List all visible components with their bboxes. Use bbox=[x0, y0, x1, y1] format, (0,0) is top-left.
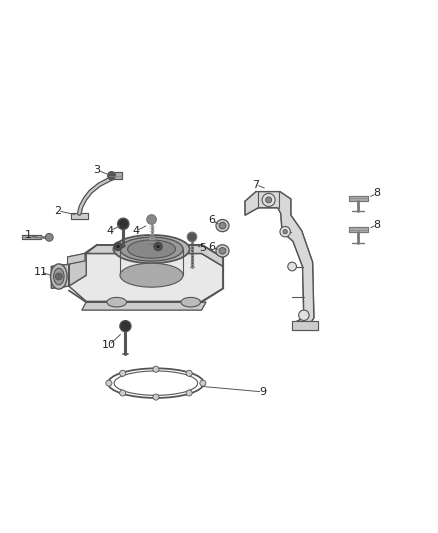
Circle shape bbox=[153, 394, 159, 400]
Polygon shape bbox=[67, 254, 85, 264]
Circle shape bbox=[187, 232, 197, 241]
Circle shape bbox=[108, 172, 116, 180]
Circle shape bbox=[147, 215, 156, 224]
Polygon shape bbox=[292, 321, 318, 329]
Ellipse shape bbox=[113, 235, 190, 263]
Text: 4: 4 bbox=[106, 226, 114, 236]
Circle shape bbox=[200, 380, 206, 386]
Text: 8: 8 bbox=[373, 188, 380, 198]
Ellipse shape bbox=[50, 264, 67, 289]
Polygon shape bbox=[69, 254, 223, 301]
Polygon shape bbox=[245, 192, 314, 329]
Polygon shape bbox=[69, 254, 86, 286]
Circle shape bbox=[114, 242, 122, 251]
Text: 7: 7 bbox=[252, 180, 260, 190]
Circle shape bbox=[299, 310, 309, 320]
Polygon shape bbox=[349, 227, 368, 232]
Polygon shape bbox=[22, 235, 41, 239]
Ellipse shape bbox=[216, 245, 229, 257]
Circle shape bbox=[262, 193, 275, 206]
Circle shape bbox=[120, 390, 126, 396]
Circle shape bbox=[117, 218, 129, 230]
Text: 6: 6 bbox=[208, 243, 215, 252]
Text: 11: 11 bbox=[34, 266, 48, 277]
Ellipse shape bbox=[219, 247, 226, 254]
Polygon shape bbox=[86, 245, 223, 266]
Circle shape bbox=[156, 244, 160, 249]
Circle shape bbox=[280, 227, 290, 237]
Ellipse shape bbox=[120, 237, 183, 261]
Circle shape bbox=[106, 380, 112, 386]
Text: 2: 2 bbox=[54, 206, 61, 216]
Circle shape bbox=[120, 320, 131, 332]
Text: 6: 6 bbox=[208, 215, 215, 225]
Ellipse shape bbox=[107, 297, 127, 307]
Polygon shape bbox=[110, 173, 122, 179]
Text: 9: 9 bbox=[259, 387, 266, 397]
Polygon shape bbox=[51, 264, 69, 288]
Polygon shape bbox=[82, 302, 206, 310]
Text: 8: 8 bbox=[373, 220, 380, 230]
Polygon shape bbox=[71, 213, 88, 220]
Circle shape bbox=[265, 197, 272, 203]
Circle shape bbox=[46, 233, 53, 241]
Text: 5: 5 bbox=[199, 243, 206, 253]
Text: 3: 3 bbox=[94, 165, 101, 175]
Text: 1: 1 bbox=[25, 230, 32, 240]
Ellipse shape bbox=[120, 263, 183, 287]
Polygon shape bbox=[349, 196, 368, 201]
Circle shape bbox=[288, 262, 297, 271]
Circle shape bbox=[55, 273, 62, 280]
Text: 10: 10 bbox=[102, 340, 117, 350]
Ellipse shape bbox=[53, 268, 64, 285]
Circle shape bbox=[153, 366, 159, 372]
Circle shape bbox=[120, 370, 126, 376]
Ellipse shape bbox=[219, 222, 226, 229]
Circle shape bbox=[154, 242, 162, 251]
Ellipse shape bbox=[216, 220, 229, 232]
Circle shape bbox=[283, 230, 287, 234]
Ellipse shape bbox=[181, 297, 201, 307]
Text: 4: 4 bbox=[133, 226, 140, 236]
Circle shape bbox=[116, 244, 120, 249]
Circle shape bbox=[186, 390, 192, 396]
Circle shape bbox=[186, 370, 192, 376]
Ellipse shape bbox=[127, 240, 176, 258]
